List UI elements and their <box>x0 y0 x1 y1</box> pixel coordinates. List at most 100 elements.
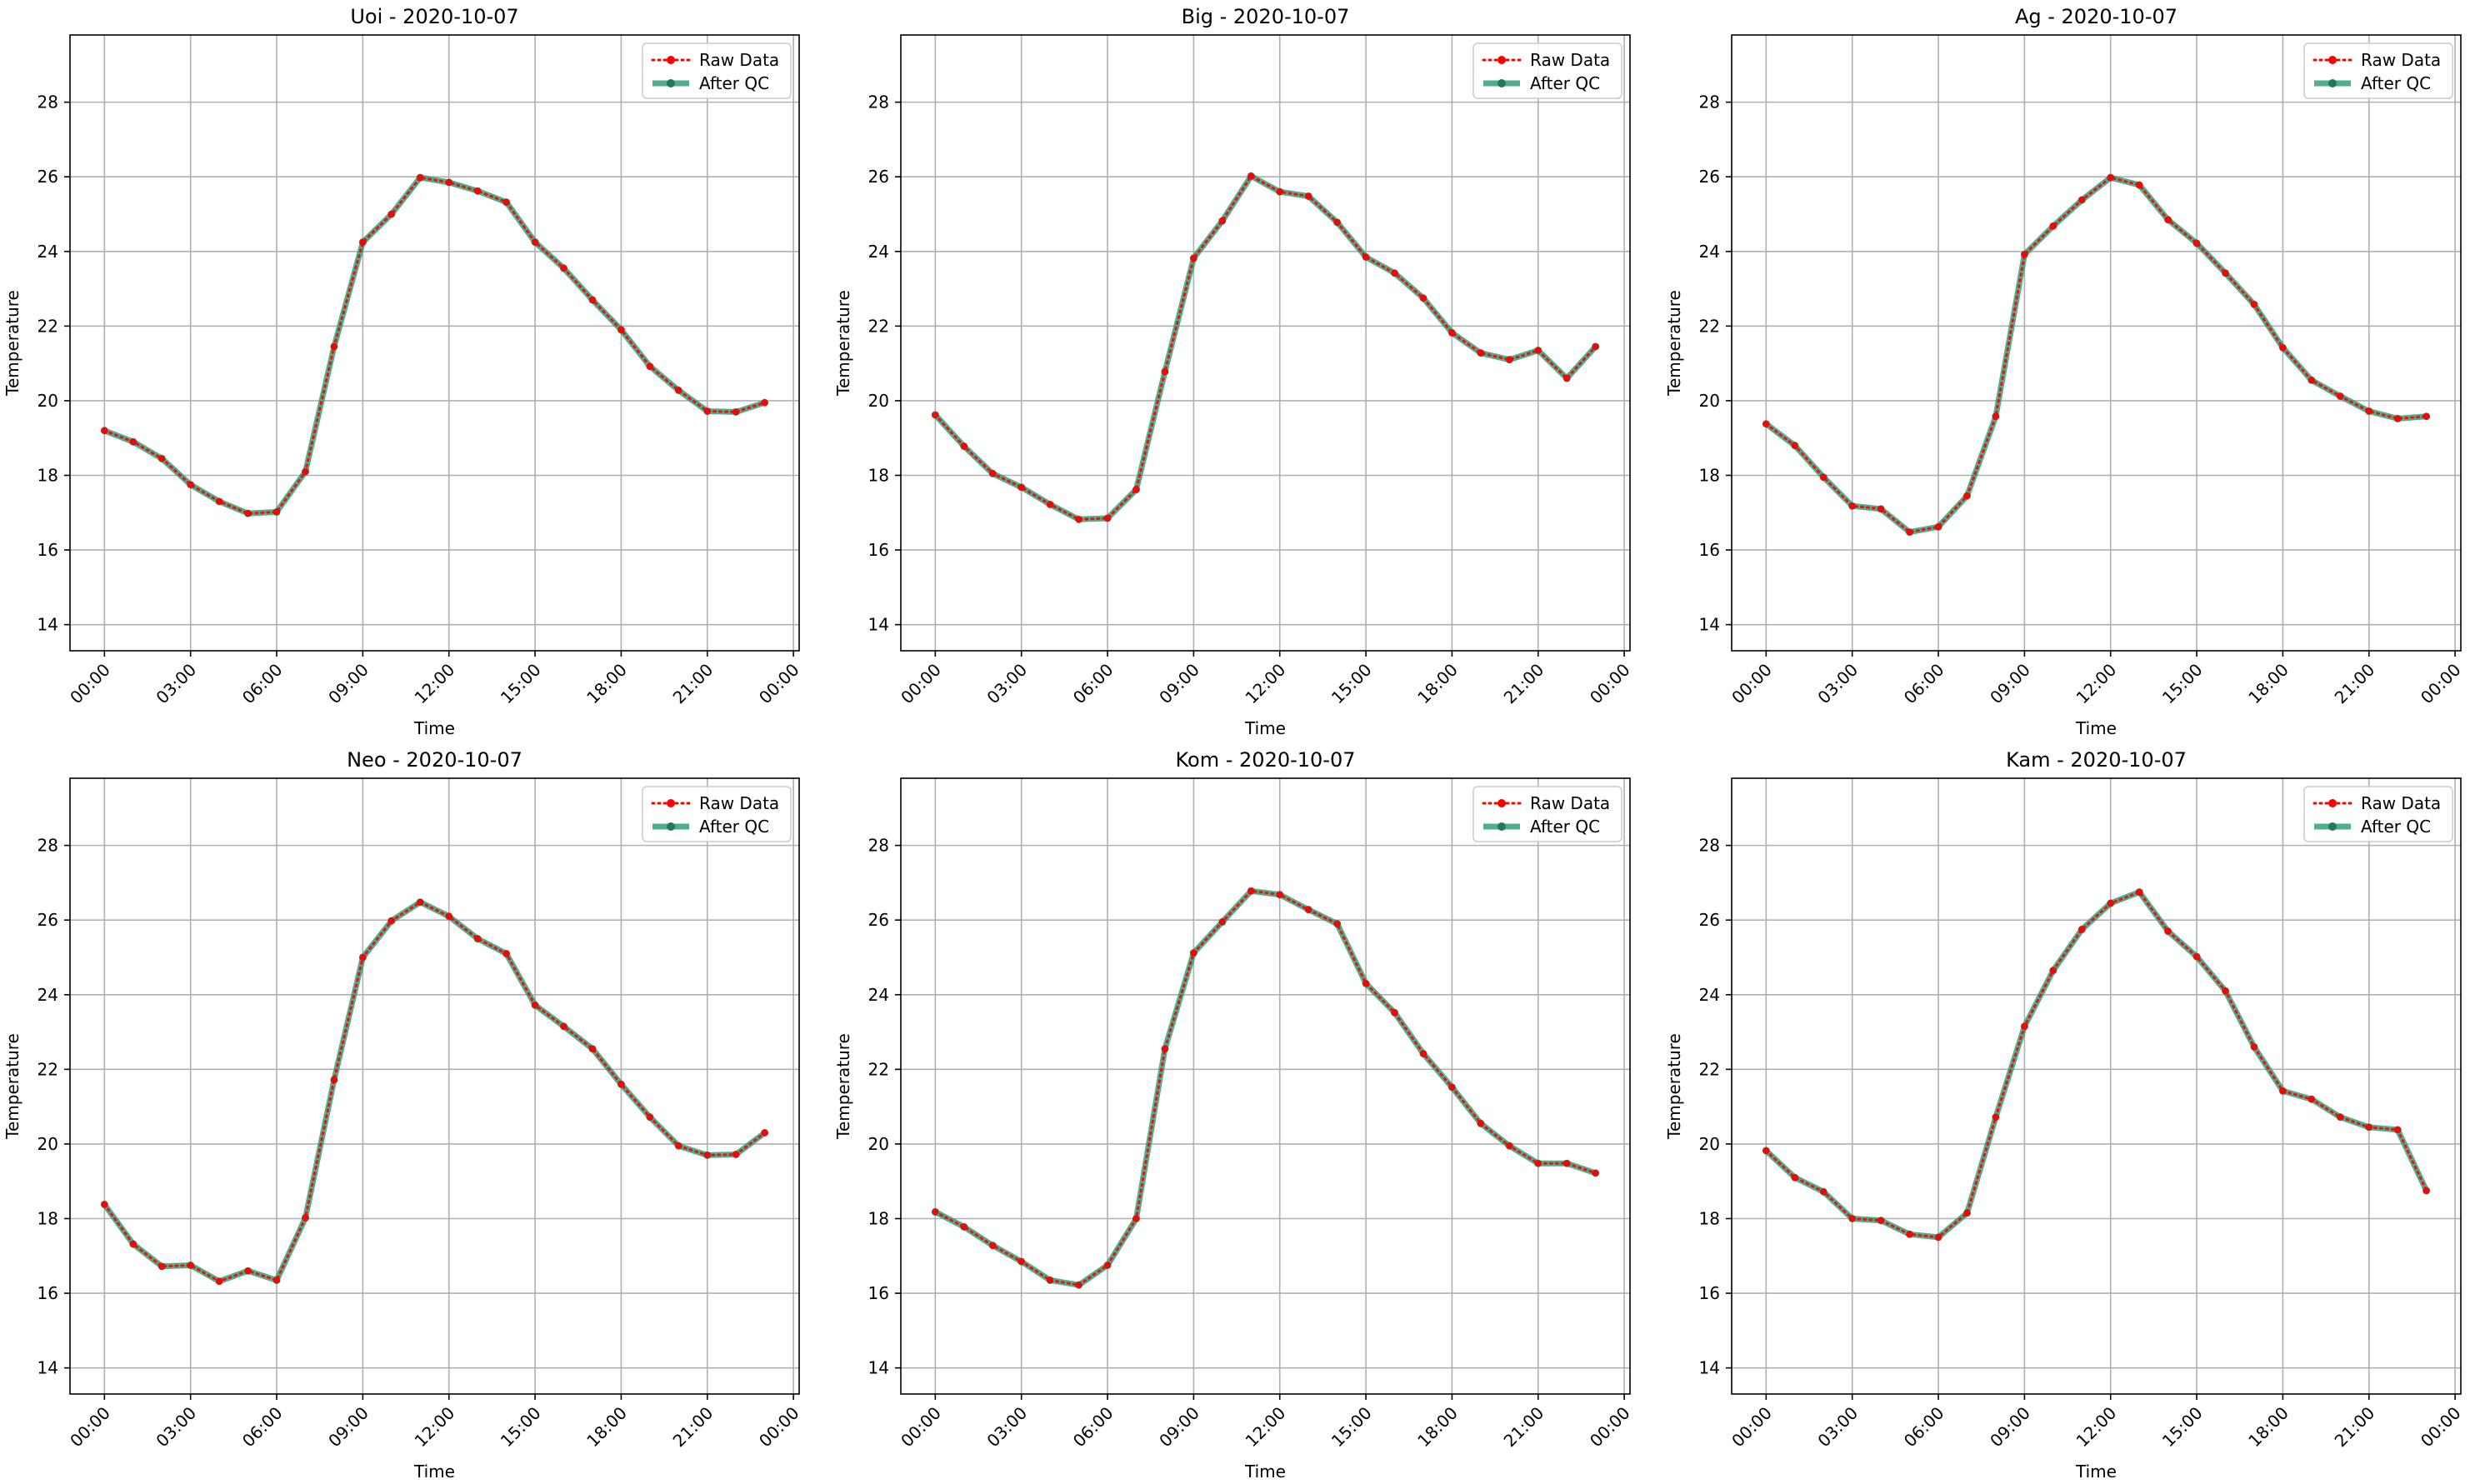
legend-marker-after-qc <box>1498 79 1506 87</box>
data-point <box>2422 412 2430 420</box>
legend: Raw Data After QC <box>642 786 792 842</box>
y-tick-label: 16 <box>868 1283 889 1303</box>
y-tick-label: 22 <box>38 1059 58 1079</box>
data-point <box>273 1277 281 1284</box>
y-tick-label: 22 <box>38 316 58 336</box>
series-line <box>1764 176 2428 534</box>
y-tick-label: 22 <box>1699 316 1720 336</box>
x-tick-label: 00:00 <box>755 660 803 708</box>
y-tick-label: 24 <box>1699 242 1720 262</box>
legend-marker-after-qc <box>1498 822 1506 831</box>
legend-label-after-qc: After QC <box>2361 817 2431 837</box>
legend-label-raw-data: Raw Data <box>1530 793 1610 813</box>
data-point <box>1477 1120 1484 1127</box>
y-tick-label: 22 <box>1699 1059 1720 1079</box>
data-point <box>1762 420 1770 427</box>
legend: Raw Data After QC <box>1472 42 1622 99</box>
data-point <box>474 187 482 195</box>
x-tick-label: 15:00 <box>1328 660 1376 708</box>
data-point <box>2279 344 2287 352</box>
series-raw-data <box>101 174 768 517</box>
data-point <box>2394 1126 2402 1133</box>
series-after-qc <box>1762 173 2431 537</box>
data-point <box>1534 1160 1542 1167</box>
y-tick-label: 18 <box>1699 465 1720 485</box>
chart-title: Ag - 2020-10-07 <box>2015 5 2178 28</box>
data-point <box>2308 1096 2315 1103</box>
y-tick-label: 18 <box>38 465 58 485</box>
data-point <box>675 387 682 394</box>
data-point <box>932 411 939 418</box>
legend-marker-raw-data <box>1498 56 1506 64</box>
data-point <box>1820 1188 1828 1196</box>
legend-label-after-qc: After QC <box>1530 817 1600 837</box>
series-line <box>933 887 1597 1288</box>
y-axis-label: Temperature <box>1664 290 1684 397</box>
data-point <box>2164 927 2172 935</box>
data-point <box>2049 222 2057 230</box>
subplot-4: 14 16 18 20 22 24 26 28 00:00 03:00 06:00 09:00 12:0… <box>833 748 1634 1482</box>
y-tick-label: 14 <box>38 615 58 635</box>
data-point <box>761 399 768 407</box>
data-point <box>1047 1277 1054 1284</box>
data-point <box>330 342 338 350</box>
subplot-5: 14 16 18 20 22 24 26 28 00:00 03:00 06:00 09:00 12:0… <box>1664 748 2465 1482</box>
y-tick-label: 24 <box>868 985 889 1005</box>
data-point <box>618 326 625 333</box>
chart-title: Kom - 2020-10-07 <box>1176 748 1356 772</box>
data-point <box>1161 1045 1168 1052</box>
x-tick-label: 18:00 <box>582 1403 631 1452</box>
y-tick-label: 28 <box>1699 92 1720 112</box>
data-point <box>2222 269 2229 277</box>
data-point <box>1963 1209 1971 1217</box>
series-line <box>933 889 1598 1287</box>
data-point <box>2222 987 2229 995</box>
legend-label-after-qc: After QC <box>1530 73 1600 93</box>
x-tick-label: 00:00 <box>897 660 945 708</box>
x-tick-label: 00:00 <box>66 660 114 708</box>
series-raw-data <box>1762 174 2430 536</box>
chart-title: Kam - 2020-10-07 <box>2006 748 2187 772</box>
data-point <box>1018 1258 1025 1266</box>
series-line <box>102 900 767 1283</box>
x-tick-label: 00:00 <box>1728 1403 1776 1452</box>
data-point <box>417 898 424 906</box>
data-point <box>2279 1087 2287 1095</box>
y-tick-label: 20 <box>1699 1134 1720 1154</box>
y-tick-label: 14 <box>868 1358 889 1378</box>
y-tick-label: 24 <box>38 985 58 1005</box>
data-point <box>732 408 740 416</box>
axes-frame <box>69 34 800 652</box>
data-point <box>2337 1113 2344 1121</box>
y-tick-label: 16 <box>868 540 889 560</box>
y-tick-label: 16 <box>38 1283 58 1303</box>
subplot-0: 14 16 18 20 22 24 26 28 00:00 03:00 06:00 09:00 12:0… <box>2 5 803 738</box>
x-tick-label: 15:00 <box>497 1403 545 1452</box>
legend-label-after-qc: After QC <box>699 73 769 93</box>
y-tick-label: 28 <box>868 92 889 112</box>
x-tick-label: 00:00 <box>897 1403 945 1452</box>
x-tick-label: 09:00 <box>1986 660 2034 708</box>
data-point <box>1906 528 1913 536</box>
series-raw-data <box>1762 888 2430 1241</box>
data-point <box>502 198 510 206</box>
x-tick-label: 06:00 <box>1900 1403 1948 1452</box>
x-tick-label: 21:00 <box>2331 660 2379 708</box>
y-tick-label: 24 <box>38 242 58 262</box>
x-axis-label: Time <box>413 1462 455 1482</box>
data-point <box>1848 502 1856 510</box>
data-point <box>703 1152 711 1159</box>
axes-frame <box>1731 34 2462 652</box>
x-tick-label: 00:00 <box>2417 660 2465 708</box>
x-tick-label: 18:00 <box>2244 1403 2292 1452</box>
data-point <box>474 935 482 942</box>
series-after-qc <box>100 173 769 517</box>
y-tick-label: 14 <box>868 615 889 635</box>
x-tick-label: 03:00 <box>982 660 1031 708</box>
data-point <box>445 912 452 920</box>
y-tick-label: 26 <box>868 910 889 930</box>
legend-marker-after-qc <box>667 79 675 87</box>
legend-marker-raw-data <box>2328 799 2337 807</box>
series-line <box>1764 890 2428 1239</box>
data-point <box>330 1076 338 1083</box>
